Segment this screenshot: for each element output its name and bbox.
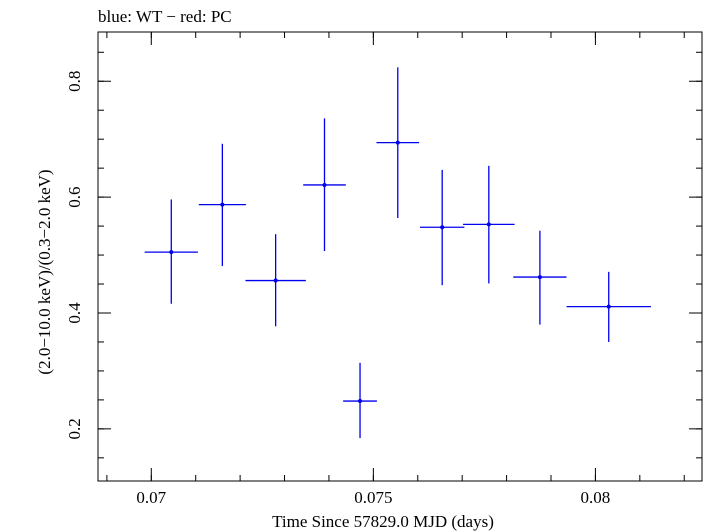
data-point <box>419 169 465 286</box>
chart-title: blue: WT − red: PC <box>98 7 232 26</box>
data-point <box>144 199 198 304</box>
data-point <box>303 118 346 251</box>
x-tick-label: 0.075 <box>354 488 392 507</box>
plot-frame <box>97 31 703 482</box>
y-axis-label: (2.0−10.0 keV)/(0.3−2.0 keV) <box>35 169 54 374</box>
data-point <box>245 234 306 327</box>
data-point <box>566 271 651 342</box>
data-marker <box>358 399 363 404</box>
data-marker <box>220 202 225 207</box>
y-tick-label: 0.8 <box>65 71 84 92</box>
x-axis-label: Time Since 57829.0 MJD (days) <box>272 512 494 531</box>
data-point <box>198 143 246 267</box>
data-marker <box>169 250 174 255</box>
data-marker <box>440 225 445 230</box>
data-point <box>343 362 377 439</box>
x-tick-label: 0.07 <box>136 488 166 507</box>
data-point <box>513 230 567 325</box>
data-marker <box>537 275 542 280</box>
data-marker <box>486 222 491 227</box>
y-tick-label: 0.6 <box>65 186 84 207</box>
data-point <box>463 165 515 284</box>
y-tick-label: 0.2 <box>65 418 84 439</box>
data-point <box>376 67 420 218</box>
data-marker <box>395 140 400 145</box>
axis-tick-labels: 0.07 0.075 0.08 0.2 0.4 0.6 0.8 <box>65 71 610 507</box>
data-marker <box>322 182 327 187</box>
x-tick-label: 0.08 <box>581 488 611 507</box>
axis-ticks <box>98 32 702 481</box>
data-series <box>144 67 651 439</box>
y-tick-label: 0.4 <box>65 302 84 324</box>
data-marker <box>273 278 278 283</box>
data-marker <box>606 304 611 309</box>
